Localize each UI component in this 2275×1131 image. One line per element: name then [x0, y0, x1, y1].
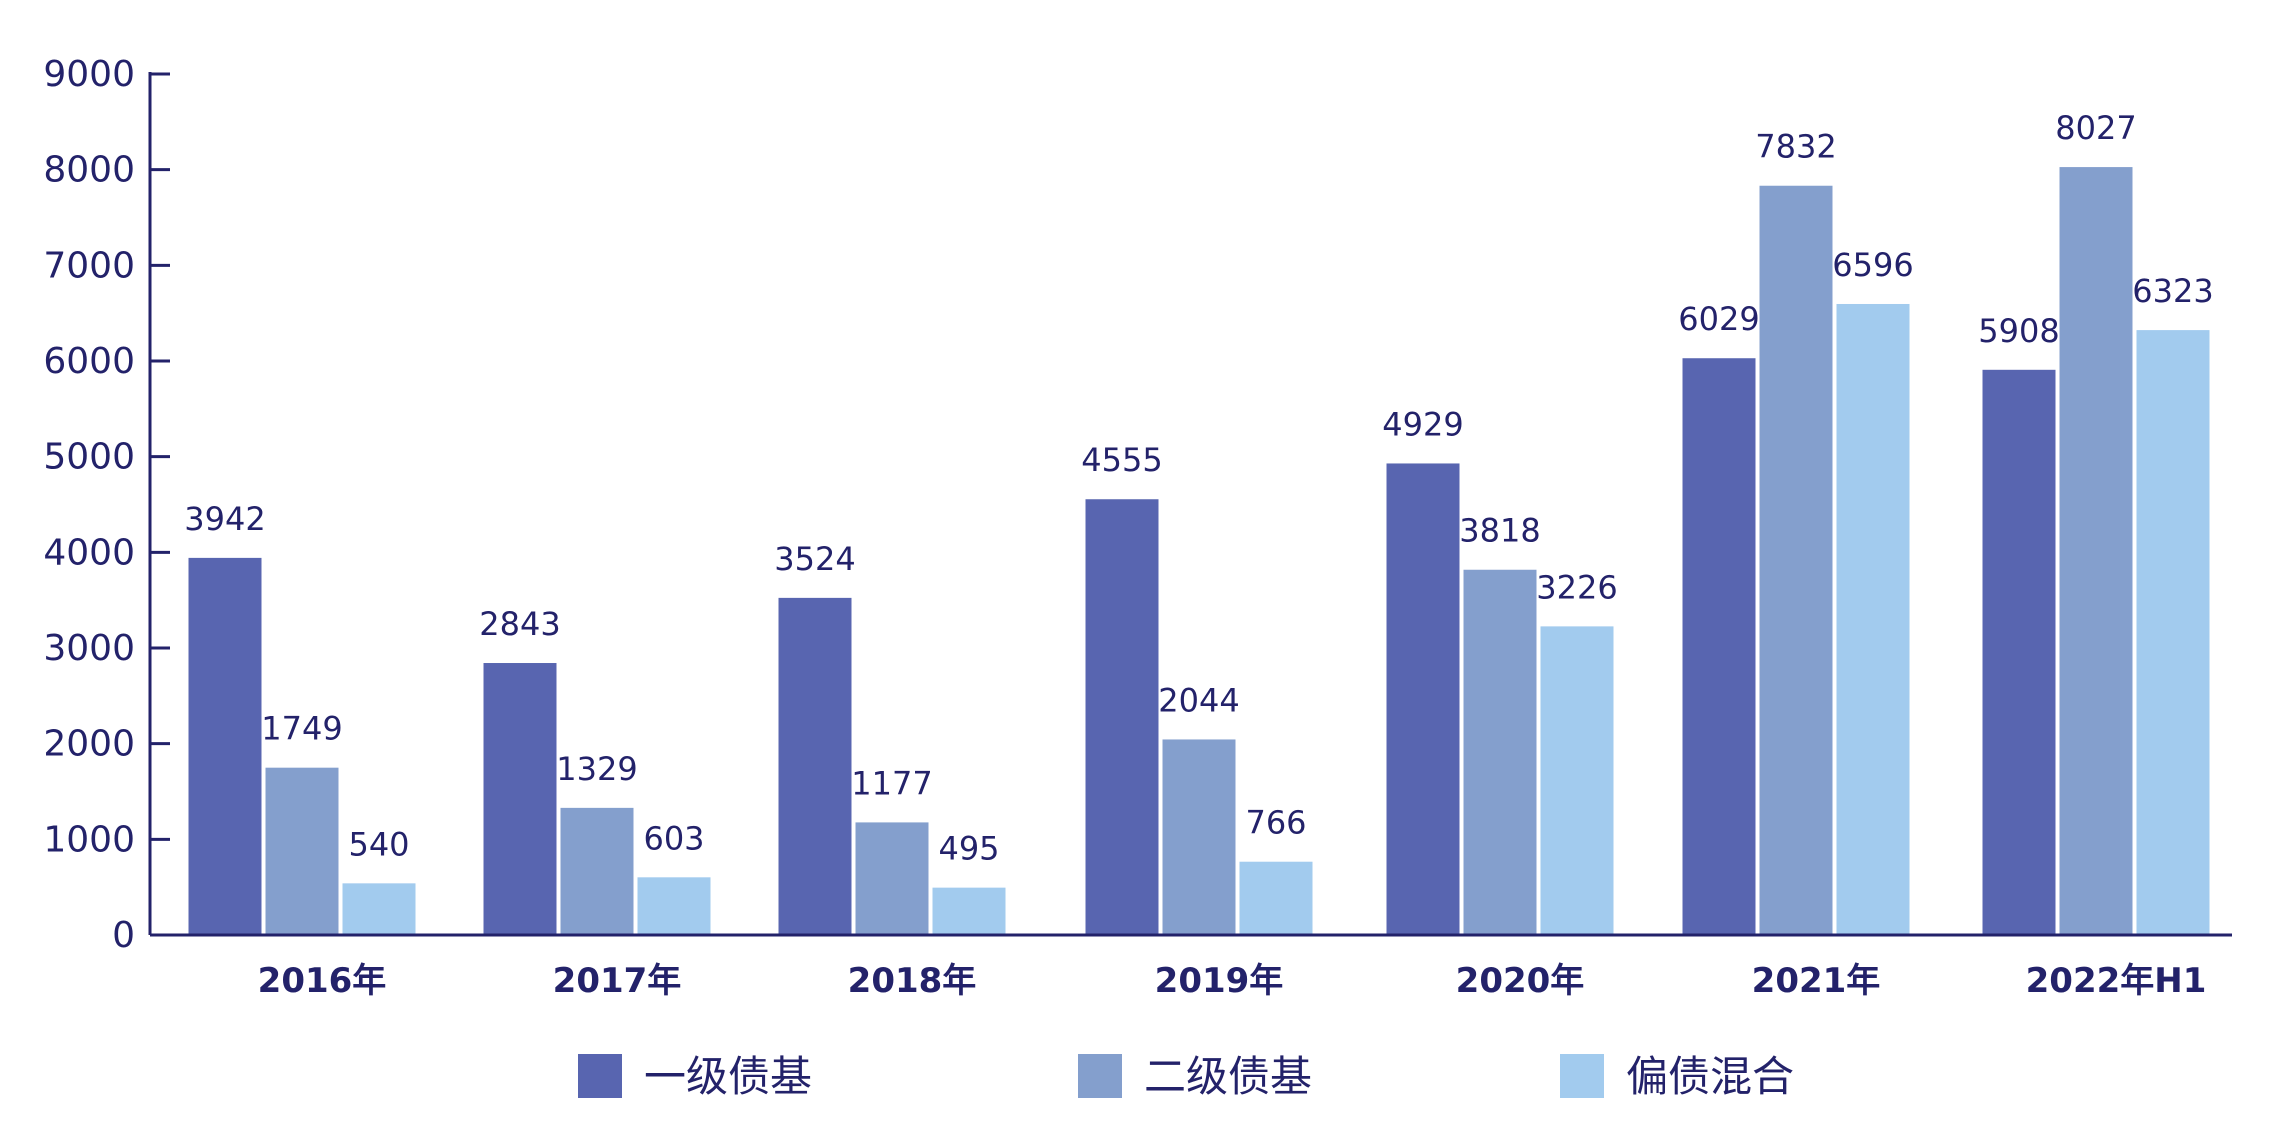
- x-category-label: 2021年: [1752, 961, 1881, 1001]
- data-label: 1749: [261, 710, 342, 748]
- legend-label: 一级债基: [644, 1052, 812, 1101]
- bar-2020年-偏债混合: [1540, 626, 1614, 935]
- y-tick-label: 5000: [43, 437, 135, 478]
- legend-label: 偏债混合: [1626, 1052, 1794, 1101]
- data-label: 603: [643, 819, 704, 857]
- data-label: 2044: [1158, 681, 1239, 719]
- y-tick-label: 1000: [43, 819, 135, 860]
- x-axis: 2016年 2017年 2018年 2019年 2020年 2021年 2022年H1: [150, 933, 2232, 1001]
- x-category-label: 2022年H1: [2026, 961, 2207, 1001]
- bar-2017年-二级债基: [560, 807, 634, 935]
- bar-2017年-一级债基: [483, 663, 557, 935]
- y-tick-label: 8000: [43, 150, 135, 191]
- data-label: 5908: [1978, 312, 2059, 350]
- legend-swatch: [1078, 1054, 1122, 1098]
- x-category-label: 2016年: [258, 961, 387, 1001]
- data-label: 495: [938, 830, 999, 868]
- bar-2018年-二级债基: [855, 822, 929, 935]
- bar-2020年-二级债基: [1463, 569, 1537, 935]
- data-label: 3942: [184, 500, 265, 538]
- data-label: 3524: [774, 540, 855, 578]
- data-label: 6596: [1832, 246, 1913, 284]
- bar-2016年-偏债混合: [342, 883, 416, 935]
- data-label: 1329: [556, 750, 637, 788]
- bar-2021年-一级债基: [1682, 358, 1756, 935]
- bar-2022年H1-偏债混合: [2136, 330, 2210, 935]
- data-label: 7832: [1755, 128, 1836, 166]
- x-category-label: 2017年: [553, 961, 682, 1001]
- x-category-label: 2019年: [1155, 961, 1284, 1001]
- y-tick-label: 4000: [43, 532, 135, 573]
- bar-2017年-偏债混合: [637, 877, 711, 935]
- bar-2022年H1-二级债基: [2059, 167, 2133, 935]
- y-tick-label: 3000: [43, 628, 135, 669]
- bar-2022年H1-一级债基: [1982, 369, 2056, 935]
- data-label: 3226: [1536, 568, 1617, 606]
- data-label: 540: [348, 825, 409, 863]
- bar-2019年-一级债基: [1085, 499, 1159, 935]
- data-label: 766: [1245, 804, 1306, 842]
- data-label: 6323: [2132, 272, 2213, 310]
- bar-2019年-二级债基: [1162, 739, 1236, 935]
- y-tick-label: 7000: [43, 245, 135, 286]
- bar-2021年-偏债混合: [1836, 303, 1910, 935]
- data-label: 8027: [2055, 109, 2136, 147]
- data-label: 3818: [1459, 512, 1540, 550]
- legend-label: 二级债基: [1144, 1052, 1312, 1101]
- y-axis: 0 1000 2000 3000 4000 5000 6000 7000 8000 9000: [43, 54, 170, 956]
- data-label: 4555: [1081, 441, 1162, 479]
- y-tick-label: 6000: [43, 341, 135, 382]
- bar-2018年-一级债基: [778, 597, 852, 935]
- bar-2018年-偏债混合: [932, 887, 1006, 935]
- data-label: 6029: [1678, 300, 1759, 338]
- y-tick-label: 0: [112, 915, 135, 956]
- data-label: 4929: [1382, 405, 1463, 443]
- bar-2021年-二级债基: [1759, 185, 1833, 936]
- x-category-label: 2020年: [1456, 961, 1585, 1001]
- bar-2016年-一级债基: [188, 557, 262, 935]
- data-label: 2843: [479, 605, 560, 643]
- legend: 一级债基 二级债基 偏债混合: [578, 1052, 1794, 1101]
- x-category-label: 2018年: [848, 961, 977, 1001]
- y-tick-label: 2000: [43, 724, 135, 765]
- legend-swatch: [578, 1054, 622, 1098]
- bar-2020年-一级债基: [1386, 463, 1460, 935]
- legend-swatch: [1560, 1054, 1604, 1098]
- bar-2019年-偏债混合: [1239, 861, 1313, 935]
- data-label: 1177: [851, 764, 932, 802]
- y-tick-label: 9000: [43, 54, 135, 95]
- bar-2016年-二级债基: [265, 767, 339, 935]
